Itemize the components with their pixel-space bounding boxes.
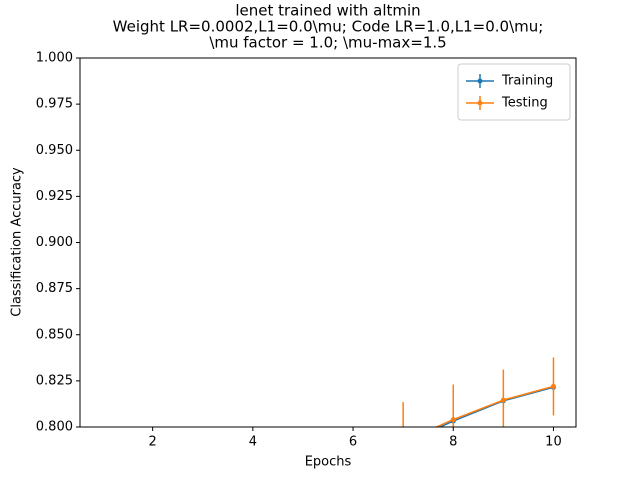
y-tick-label: 0.900 — [36, 235, 73, 250]
chart-title: \mu factor = 1.0; \mu-max=1.5 — [209, 34, 446, 52]
y-tick-label: 0.850 — [36, 327, 73, 342]
y-tick-label: 0.825 — [36, 373, 73, 388]
chart-title: Weight LR=0.0002,L1=0.0\mu; Code LR=1.0,… — [113, 18, 544, 36]
y-tick-label: 0.875 — [36, 281, 73, 296]
y-tick-label: 0.925 — [36, 189, 73, 204]
data-point — [401, 439, 406, 444]
data-point — [401, 441, 406, 446]
x-tick-label: 10 — [545, 435, 562, 450]
legend-box — [457, 63, 571, 121]
y-axis-label: Classification Accuracy — [10, 167, 25, 317]
data-point — [300, 471, 305, 476]
legend-label: Training — [501, 74, 553, 89]
chart-title: lenet trained with altmin — [235, 2, 420, 20]
data-point — [351, 460, 356, 465]
x-tick-label: 8 — [449, 435, 457, 450]
series-line — [434, 385, 554, 427]
series-line — [438, 386, 554, 427]
data-point — [550, 383, 556, 389]
x-axis-label: Epochs — [305, 455, 352, 470]
legend-label: Testing — [501, 96, 548, 111]
y-tick-label: 0.800 — [36, 420, 73, 435]
data-point — [300, 471, 305, 476]
x-tick-label: 2 — [149, 435, 157, 450]
x-tick-label: 6 — [349, 435, 357, 450]
legend-marker — [477, 78, 483, 84]
legend-marker — [477, 100, 483, 106]
y-tick-label: 1.000 — [36, 51, 73, 66]
data-point — [500, 397, 506, 403]
y-tick-label: 0.950 — [36, 143, 73, 158]
plot-area — [300, 357, 556, 476]
y-tick-label: 0.975 — [36, 97, 73, 112]
data-point — [450, 417, 456, 423]
data-point — [351, 460, 356, 465]
x-tick-label: 4 — [249, 435, 257, 450]
